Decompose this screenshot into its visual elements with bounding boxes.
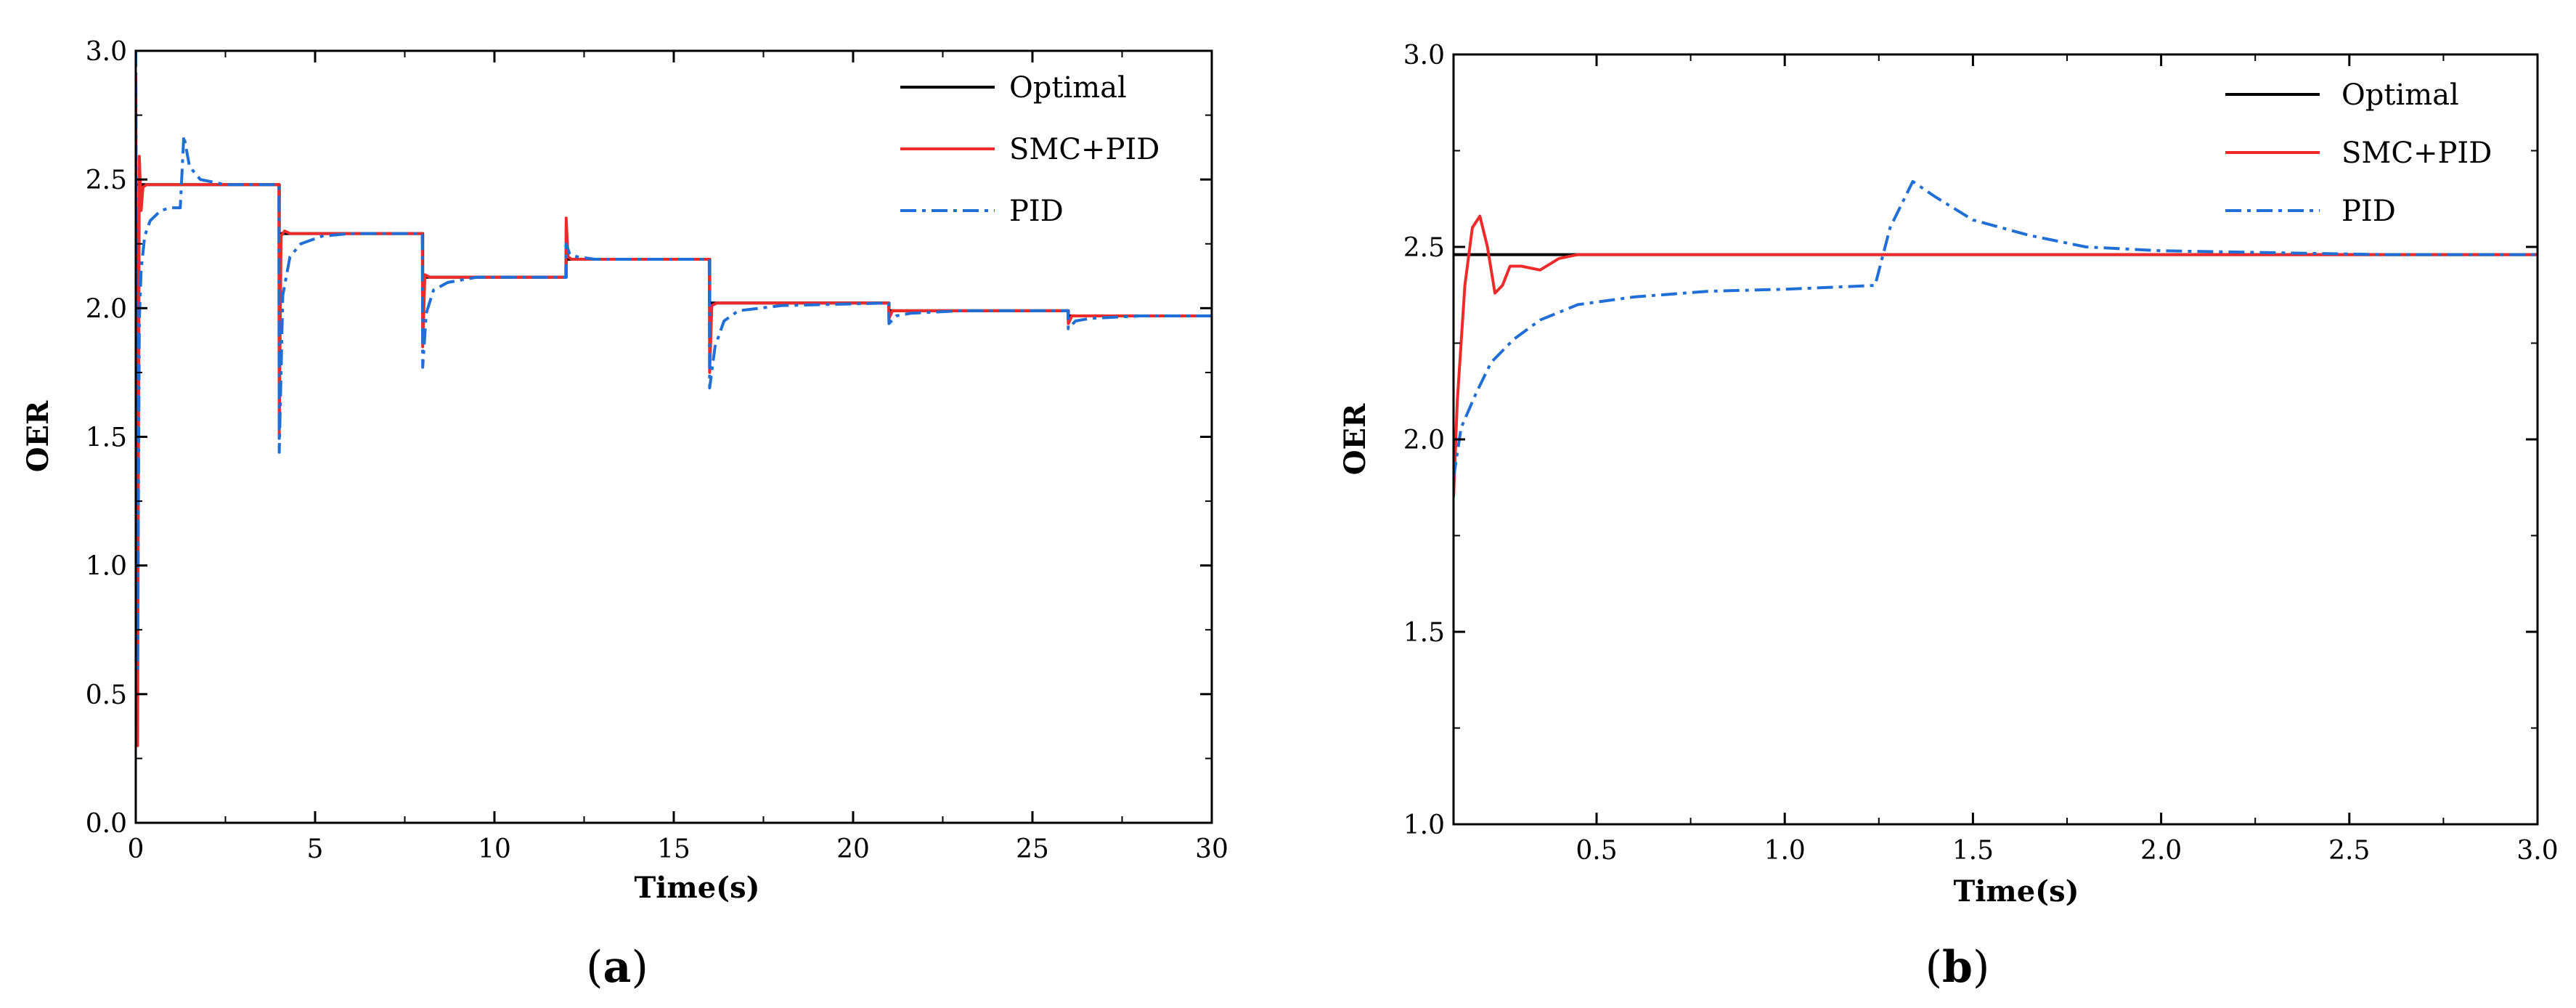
y-tick-label-b-4: 3.0 [1403,41,1445,70]
series-line-smc-pid-a [136,76,1212,747]
panel-label-a-letter: a [603,942,632,993]
y-tick-label-a-1: 0.5 [86,680,127,710]
chart-panel-a: 0 5 10 15 20 25 30 0.0 0.5 1.0 1.5 2.0 2.5 3.0 Time(s… [21,37,1228,993]
panel-label-a-open: ( [586,942,603,993]
legend-label-optimal-b: Optimal [2341,78,2459,112]
x-axis-title-a: Time(s) [634,871,759,905]
x-axis-title-b: Time(s) [1953,874,2079,909]
y-tick-label-a-4: 2.0 [86,294,127,324]
x-tick-label-b-0: 0.5 [1576,836,1617,866]
x-tick-label-b-3: 2.0 [2140,836,2182,866]
panel-label-b-letter: b [1942,942,1973,993]
legend-label-optimal-a: Optimal [1009,71,1127,105]
plot-area-b [1454,179,2538,497]
series-line-pid-b [1454,179,2538,479]
y-axis-title-b: OER [1338,403,1372,475]
axis-ticks-a: 0 5 10 15 20 25 30 0.0 0.5 1.0 1.5 2.0 2.5 3.0 [86,37,1228,864]
series-line-pid-a [136,51,1212,670]
series-line-smc-pid-b [1454,214,2538,497]
x-tick-label-a-5: 25 [1016,834,1049,864]
y-tick-label-a-2: 1.0 [86,552,127,582]
panel-label-a: (a) [586,942,648,993]
legend-label-pid-a: PID [1009,195,1064,228]
x-tick-label-b-4: 2.5 [2328,836,2370,866]
legend-a: Optimal SMC+PID PID [900,71,1159,228]
y-tick-label-a-5: 2.5 [86,166,127,195]
plot-area-a [136,51,1212,747]
legend-b: Optimal SMC+PID PID [2225,78,2492,228]
y-tick-label-b-0: 1.0 [1403,810,1445,840]
x-tick-label-b-5: 3.0 [2516,836,2558,866]
y-tick-label-a-0: 0.0 [86,809,127,839]
x-tick-label-a-3: 15 [657,834,690,864]
panel-label-b-close: ) [1973,942,1989,993]
x-tick-label-b-1: 1.0 [1764,836,1806,866]
panel-label-b-open: ( [1925,942,1942,993]
y-axis-title-a: OER [21,400,55,472]
x-tick-label-b-2: 1.5 [1952,836,1994,866]
legend-label-smc-pid-a: SMC+PID [1009,133,1159,166]
y-tick-label-b-3: 2.5 [1403,233,1445,263]
chart-panel-b: 0.5 1.0 1.5 2.0 2.5 3.0 1.0 1.5 2.0 2.5 3.0 Time(s… [1338,41,2559,993]
panel-label-b: (b) [1925,942,1990,993]
y-tick-label-a-6: 3.0 [86,37,127,67]
x-tick-label-a-6: 30 [1195,834,1228,864]
axis-ticks-b: 0.5 1.0 1.5 2.0 2.5 3.0 1.0 1.5 2.0 2.5 3.0 [1403,41,2559,866]
x-tick-label-a-1: 5 [307,834,324,864]
y-tick-label-a-3: 1.5 [86,423,127,453]
x-tick-label-a-0: 0 [128,834,144,864]
x-tick-label-a-4: 20 [836,834,870,864]
y-tick-label-b-1: 1.5 [1403,618,1445,648]
x-tick-label-a-2: 10 [478,834,511,864]
panel-label-a-close: ) [631,942,648,993]
legend-label-smc-pid-b: SMC+PID [2341,137,2492,170]
legend-label-pid-b: PID [2341,195,2396,228]
y-tick-label-b-2: 2.0 [1403,426,1445,455]
